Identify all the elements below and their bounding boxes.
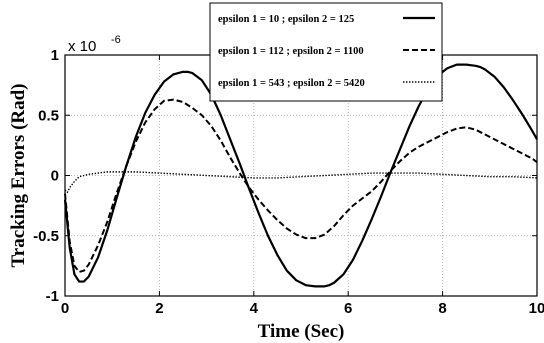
y-multiplier-label: x 10 [68,38,96,55]
y-tick-label: 1 [51,47,59,64]
x-tick-label: 4 [250,300,259,317]
y-multiplier-exponent: -6 [111,34,121,46]
y-axis-label: Tracking Errors (Rad) [8,83,29,267]
series-layer [63,63,538,288]
x-axis-label: Time (Sec) [258,321,345,342]
legend-entry-label: epsilon 1 = 543 ; epsilon 2 = 5420 [218,78,365,89]
y-tick-label: 0.5 [38,107,59,124]
y-axis-ticks: -1 -0.5 0 0.5 1 [33,47,537,305]
x-tick-label: 0 [61,300,69,317]
legend-box [209,2,443,102]
x-tick-label: 10 [529,300,544,317]
y-tick-label: -1 [46,288,59,305]
series-line-3 [64,171,538,194]
series-line-2 [64,98,538,273]
legend-entry-label: epsilon 1 = 112 ; epsilon 2 = 1100 [218,46,364,57]
legend: epsilon 1 = 10 ; epsilon 2 = 125 epsilon … [209,2,443,102]
y-tick-label: -0.5 [33,228,59,245]
x-axis-ticks: 0 2 4 6 8 10 [61,55,544,317]
x-tick-label: 6 [344,300,352,317]
legend-entry-label: epsilon 1 = 10 ; epsilon 2 = 125 [218,14,354,25]
y-tick-label: 0 [51,168,59,185]
x-tick-label: 2 [155,300,163,317]
x-tick-label: 8 [438,300,446,317]
